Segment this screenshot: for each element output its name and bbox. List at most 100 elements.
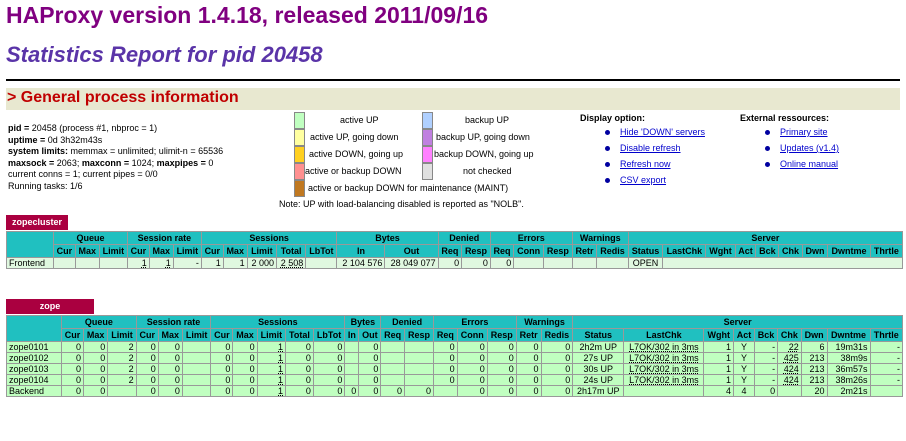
primary-site-link[interactable]: Primary site bbox=[780, 127, 828, 137]
cell bbox=[869, 385, 904, 397]
table-row-server: zope0102 0 0 2 0 0 0 0 1 0 0 0 0 0 0 0 0 27s UP L7OK/302 i… bbox=[6, 352, 904, 364]
cell bbox=[344, 374, 360, 386]
cell bbox=[181, 374, 212, 386]
cell: 6 bbox=[800, 341, 828, 353]
group-queue: Queue bbox=[53, 231, 128, 245]
legend-label: backup UP bbox=[465, 115, 510, 125]
bullet-icon bbox=[605, 146, 610, 151]
last-check[interactable]: L7OK/302 in 3ms bbox=[623, 341, 705, 353]
cell: 2 bbox=[107, 363, 137, 375]
legend-label: active DOWN, going up bbox=[309, 149, 404, 159]
cell: 0 bbox=[486, 363, 517, 375]
cell: 2m21s bbox=[826, 385, 871, 397]
cell bbox=[380, 374, 405, 386]
server-status: 30s UP bbox=[572, 363, 625, 375]
cell bbox=[571, 257, 598, 269]
group-sessions: Sessions bbox=[200, 231, 338, 245]
zope-stats-table: Queue Session rate Sessions Bytes Denied… bbox=[6, 315, 904, 397]
cell[interactable]: 22 bbox=[777, 341, 802, 353]
col-header: Wght bbox=[705, 244, 736, 258]
cell[interactable]: 2 508 bbox=[275, 257, 307, 269]
cell: 0 bbox=[232, 341, 258, 353]
last-check[interactable]: L7OK/302 in 3ms bbox=[623, 352, 705, 364]
cell: 0 bbox=[358, 352, 382, 364]
cell: 0 bbox=[312, 352, 346, 364]
cell: 0 bbox=[433, 363, 458, 375]
col-header: Cur bbox=[60, 328, 85, 342]
cell: 213 bbox=[800, 363, 828, 375]
cell: 0 bbox=[285, 363, 314, 375]
zopecluster-stats-table: Queue Session rate Sessions Bytes Denied… bbox=[6, 231, 904, 269]
cell: 213 bbox=[800, 374, 828, 386]
cell: 0 bbox=[486, 352, 517, 364]
cell bbox=[403, 341, 435, 353]
cell[interactable]: 425 bbox=[777, 352, 802, 364]
cell[interactable]: 424 bbox=[777, 363, 802, 375]
refresh-now-link[interactable]: Refresh now bbox=[620, 159, 671, 169]
table-row-server: zope0101 0 0 2 0 0 0 0 1 0 0 0 0 0 0 0 0 2h2m UP L7OK/302 … bbox=[6, 341, 904, 353]
cell: 1 bbox=[200, 257, 224, 269]
row-name: Backend bbox=[6, 385, 62, 397]
cell[interactable]: 1 bbox=[256, 341, 287, 353]
disable-refresh-link[interactable]: Disable refresh bbox=[620, 143, 681, 153]
cell: 0 bbox=[157, 363, 183, 375]
cell: 0 bbox=[540, 385, 574, 397]
col-header: Cur bbox=[210, 328, 234, 342]
cell: Y bbox=[733, 374, 755, 386]
cell: 0 bbox=[456, 341, 488, 353]
cell bbox=[305, 257, 338, 269]
cell bbox=[53, 257, 76, 269]
legend-swatch-backup-up bbox=[422, 112, 433, 129]
group-session-rate: Session rate bbox=[126, 231, 202, 245]
cell[interactable]: 1 bbox=[148, 257, 174, 269]
row-name: zope0101 bbox=[6, 341, 62, 353]
col-header: Resp bbox=[403, 328, 435, 342]
last-check[interactable]: L7OK/302 in 3ms bbox=[623, 374, 705, 386]
cell[interactable]: 424 bbox=[777, 374, 802, 386]
cell: 0 bbox=[433, 374, 458, 386]
cell: 0 bbox=[83, 341, 109, 353]
cell: 0 bbox=[60, 374, 85, 386]
cell: 38m9s bbox=[826, 352, 871, 364]
group-denied: Denied bbox=[437, 231, 491, 245]
cell bbox=[596, 257, 629, 269]
corner-cell bbox=[6, 315, 62, 342]
cell: 0 bbox=[232, 352, 258, 364]
col-header: Act bbox=[734, 244, 757, 258]
proxy-name-zopecluster[interactable]: zopecluster bbox=[6, 215, 68, 230]
maxpipes-label: maxpipes = bbox=[156, 157, 209, 168]
server-status: 2h17m UP bbox=[572, 385, 625, 397]
hide-down-link[interactable]: Hide 'DOWN' servers bbox=[620, 127, 705, 137]
bullet-icon bbox=[765, 146, 770, 151]
cell bbox=[403, 374, 435, 386]
cell: 2 104 576 bbox=[336, 257, 386, 269]
updates-link[interactable]: Updates (v1.4) bbox=[780, 143, 840, 153]
cell: 0 bbox=[135, 363, 159, 375]
online-manual-link[interactable]: Online manual bbox=[780, 159, 839, 169]
col-header: Dwn bbox=[801, 244, 829, 258]
cell bbox=[181, 352, 212, 364]
cell: - bbox=[869, 363, 904, 375]
legend-label: active or backup DOWN for maintenance (M… bbox=[308, 183, 509, 193]
cell: 0 bbox=[540, 374, 574, 386]
cell: 0 bbox=[456, 385, 488, 397]
cell: 0 bbox=[403, 385, 435, 397]
col-header: Limit bbox=[246, 244, 277, 258]
cell[interactable]: 1 bbox=[256, 363, 287, 375]
csv-export-link[interactable]: CSV export bbox=[620, 175, 667, 185]
proxy-name-zope[interactable]: zope bbox=[6, 299, 94, 314]
cell bbox=[98, 257, 128, 269]
cell[interactable]: 1 bbox=[256, 385, 287, 397]
cell[interactable]: 1 bbox=[256, 374, 287, 386]
col-header: Bck bbox=[755, 244, 780, 258]
cell[interactable]: 1 bbox=[126, 257, 150, 269]
cell: 1 bbox=[222, 257, 248, 269]
cell[interactable]: 1 bbox=[256, 352, 287, 364]
external-resources-heading: External ressources: bbox=[740, 113, 830, 123]
cell: 0 bbox=[312, 341, 346, 353]
col-header: Resp bbox=[486, 328, 517, 342]
group-server: Server bbox=[572, 315, 903, 329]
last-check[interactable]: L7OK/302 in 3ms bbox=[623, 363, 705, 375]
cell: 0 bbox=[456, 352, 488, 364]
row-name: zope0103 bbox=[6, 363, 62, 375]
